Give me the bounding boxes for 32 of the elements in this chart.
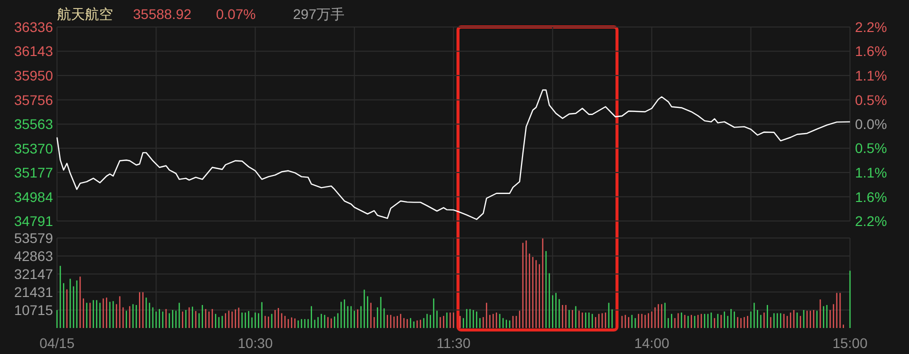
y2-tick-label: 0.5% [855,140,887,156]
y2-tick-label: 1.1% [855,164,887,181]
y-tick-label: 10715 [14,302,54,318]
y-tick-label: 34791 [14,213,54,229]
y2-tick-label: 1.6% [855,43,887,60]
y-tick-label: 42863 [14,248,54,264]
y2-tick-label: 1.6% [855,188,887,205]
y-tick-label: 36143 [14,43,54,60]
y-tick-label: 35756 [14,92,54,108]
x-tick-label: 15:00 [832,335,868,351]
y-tick-label: 32147 [14,266,54,282]
y2-tick-label: 2.2% [855,213,887,229]
chart-title: 航天航空 [57,6,113,22]
text: 297万手 [293,6,344,22]
text: 35588.92 [133,6,192,22]
x-tick-label: 11:30 [436,335,471,351]
x-tick-label: 04/15 [39,335,75,351]
y-tick-label: 35177 [14,164,54,181]
text: 0.07% [216,6,256,22]
y-tick-label: 35563 [14,116,54,132]
y-tick-label: 53579 [14,230,54,246]
x-tick-label: 14:00 [634,335,670,351]
y-tick-label: 34984 [14,188,54,205]
y2-tick-label: 1.1% [855,67,887,84]
y2-tick-label: 0.0% [855,116,887,132]
x-tick-label: 10:30 [238,335,273,351]
y-tick-label: 35950 [14,67,54,84]
y-tick-label: 36336 [14,19,54,35]
y2-tick-label: 2.2% [855,19,887,35]
y2-tick-label: 0.5% [855,92,887,108]
y-tick-label: 21431 [14,284,54,300]
y-tick-label: 35370 [14,140,54,156]
